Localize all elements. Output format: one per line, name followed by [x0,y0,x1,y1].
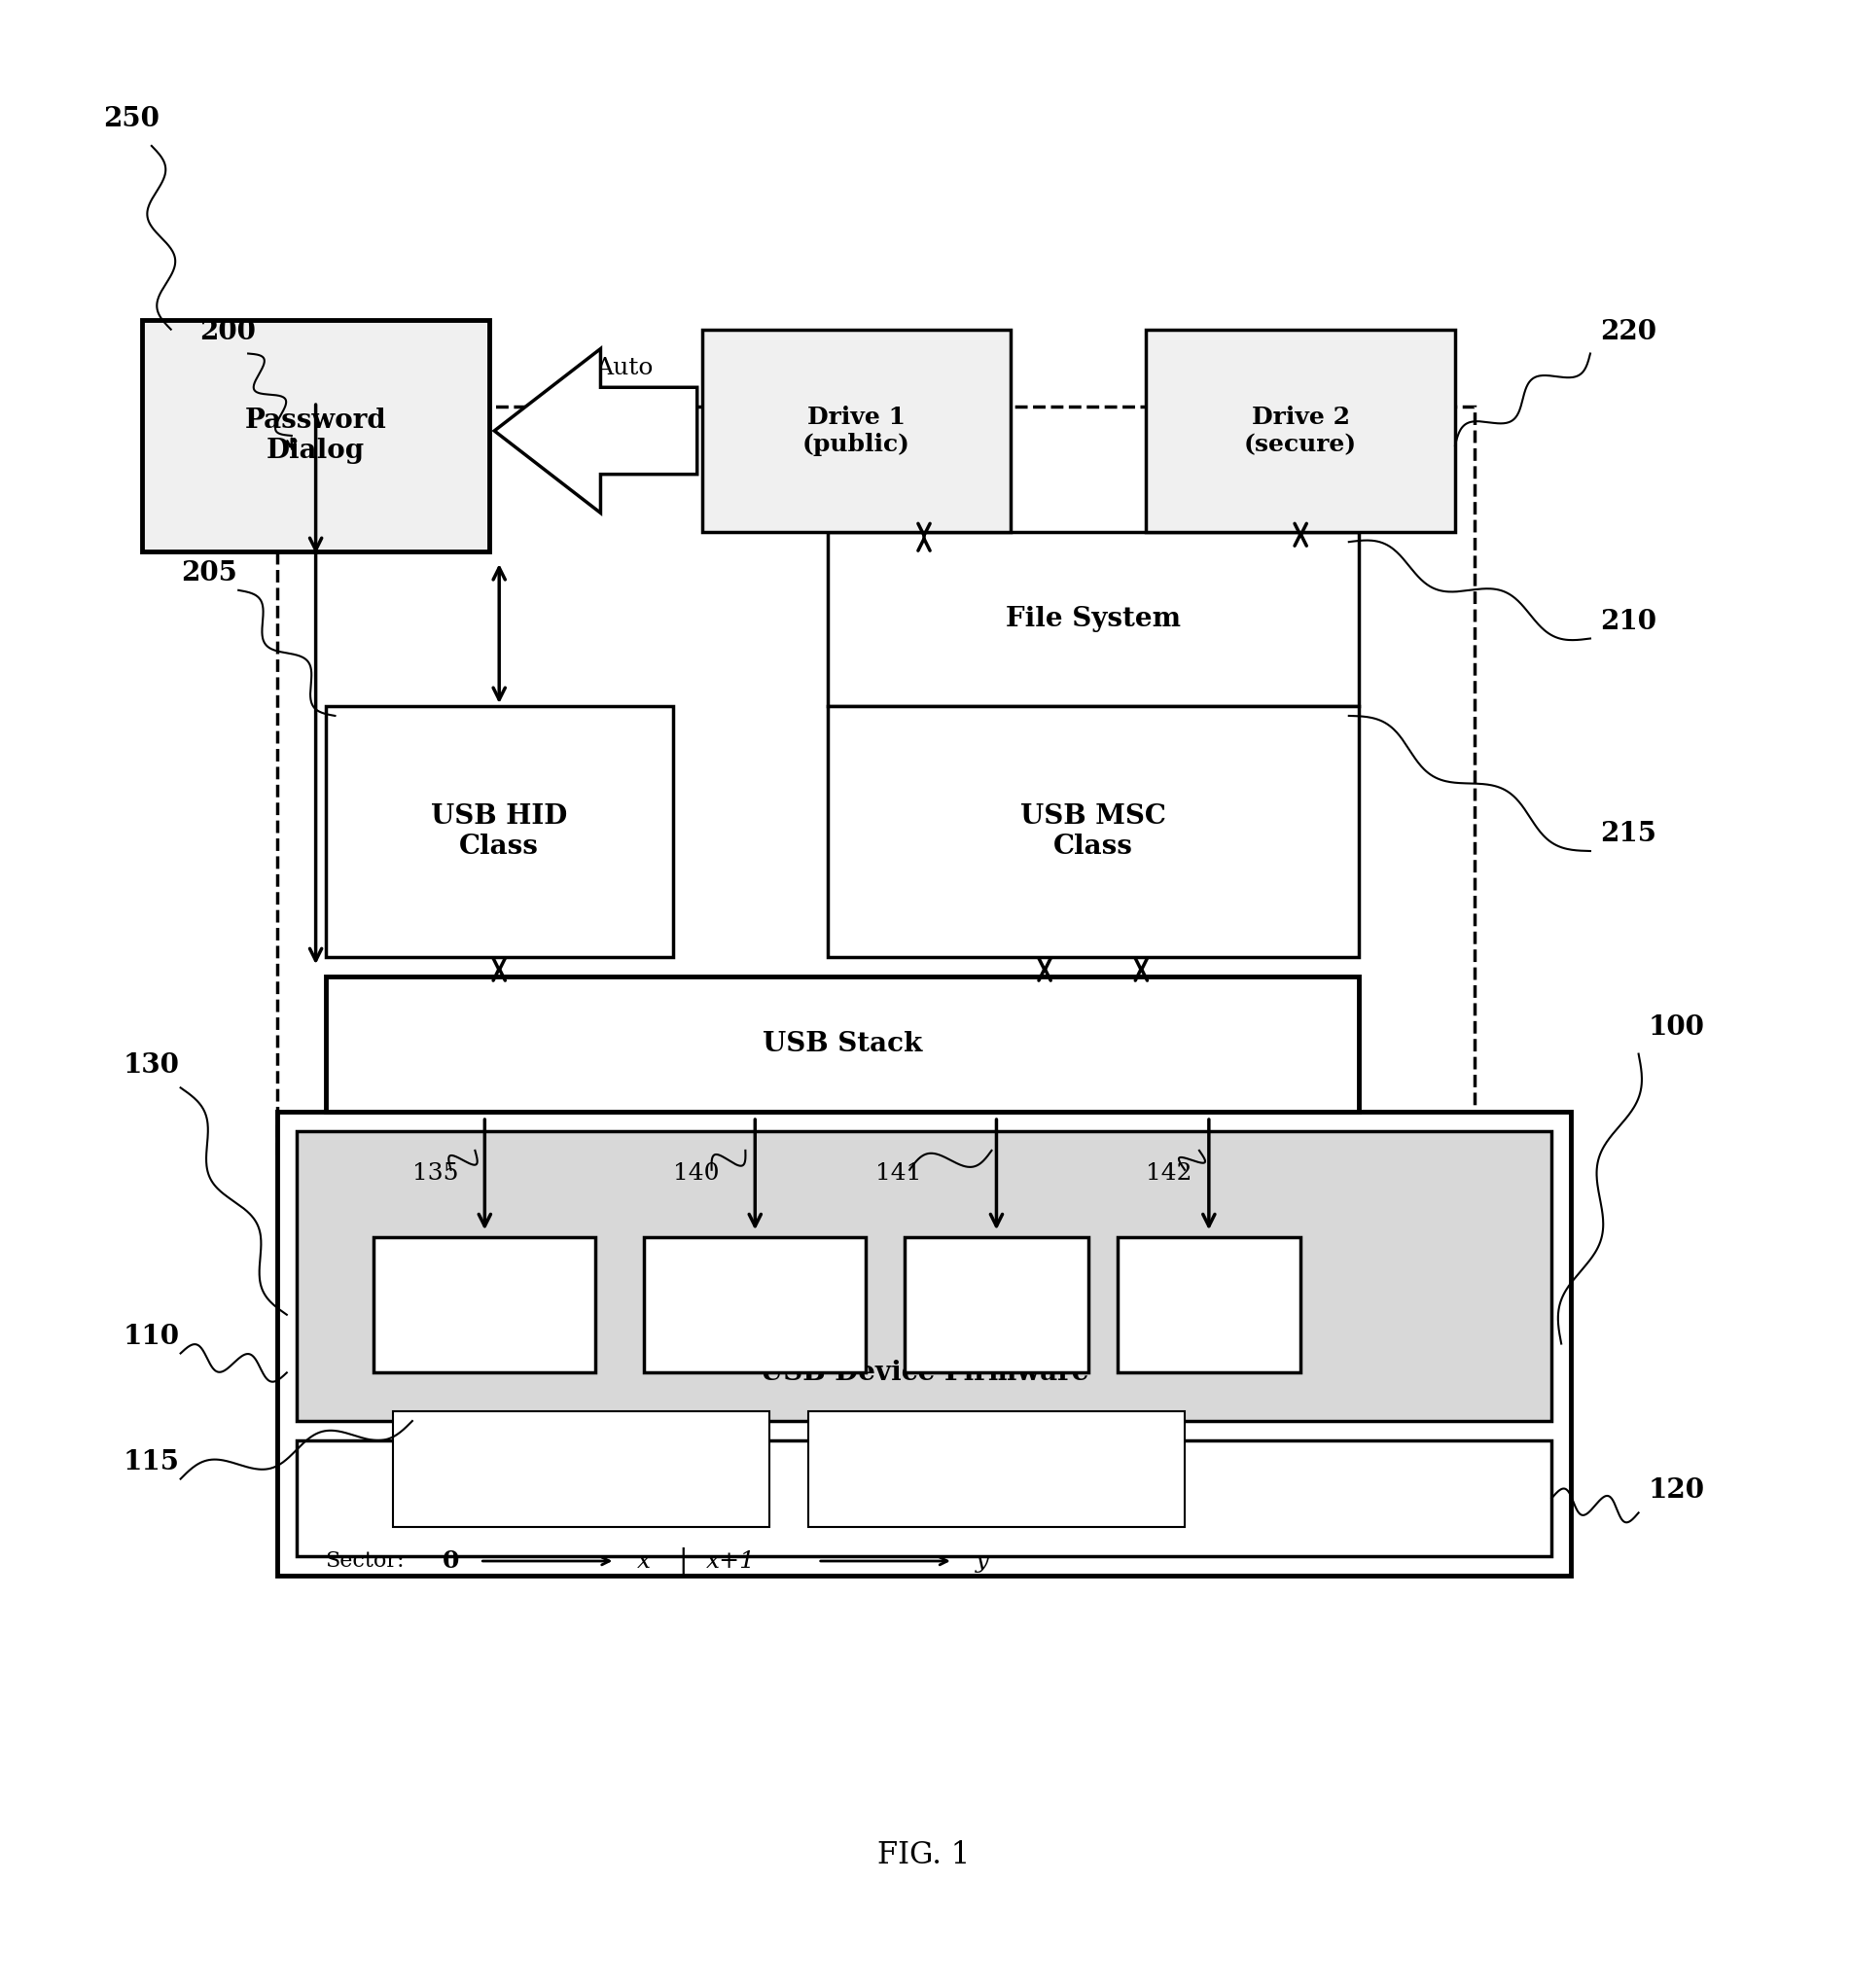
Text: 141: 141 [875,1161,921,1185]
Text: Password
Dialog: Password Dialog [244,408,387,463]
Text: 250: 250 [104,105,159,133]
FancyBboxPatch shape [374,1237,596,1372]
Text: 220: 220 [1600,318,1656,344]
Text: FIG. 1: FIG. 1 [877,1841,971,1871]
Text: USB HID
Class: USB HID Class [431,803,568,861]
Text: LUN2: LUN2 [1171,1294,1247,1316]
Polygon shape [494,348,697,513]
Text: 140: 140 [673,1161,720,1185]
FancyBboxPatch shape [701,330,1010,533]
FancyBboxPatch shape [1147,330,1456,533]
FancyBboxPatch shape [278,408,1474,1161]
Text: 120: 120 [1648,1477,1704,1505]
Text: Auto: Auto [596,358,653,380]
Text: HID: HID [457,1294,512,1316]
Text: 215: 215 [1600,821,1656,847]
Text: Drive 1
(public): Drive 1 (public) [803,406,910,455]
FancyBboxPatch shape [808,1411,1184,1527]
FancyBboxPatch shape [326,706,673,958]
Text: x: x [636,1551,651,1573]
FancyBboxPatch shape [296,1439,1552,1557]
Text: MSC: MSC [723,1294,786,1316]
Text: 200: 200 [200,318,255,344]
FancyBboxPatch shape [326,976,1358,1111]
Text: Storage Media: Storage Media [814,1465,1034,1493]
Text: 135: 135 [413,1161,459,1185]
Text: 100: 100 [1648,1014,1704,1040]
Text: USB MSC
Class: USB MSC Class [1019,803,1166,861]
FancyBboxPatch shape [296,1131,1552,1421]
Text: virtual LUN2
(secure): virtual LUN2 (secure) [934,1451,1058,1489]
Text: 115: 115 [122,1449,179,1475]
Text: 142: 142 [1147,1161,1191,1185]
Text: File System: File System [1005,606,1180,632]
Text: y: y [975,1551,990,1573]
Text: 210: 210 [1600,608,1656,634]
FancyBboxPatch shape [142,320,490,551]
Text: USB Device Firmware: USB Device Firmware [758,1360,1088,1386]
FancyBboxPatch shape [644,1237,866,1372]
Text: USB Stack: USB Stack [762,1032,921,1058]
Text: LUN1: LUN1 [958,1294,1034,1316]
FancyBboxPatch shape [827,533,1358,706]
FancyBboxPatch shape [905,1237,1088,1372]
FancyBboxPatch shape [1117,1237,1301,1372]
Text: |: | [677,1547,686,1574]
Text: Drive 2
(secure): Drive 2 (secure) [1245,406,1358,455]
Text: 110: 110 [122,1324,179,1350]
Text: virtual LUN1
(public): virtual LUN1 (public) [518,1451,644,1489]
Text: Launch: Launch [579,396,670,417]
Text: x+1: x+1 [707,1551,757,1573]
Text: 205: 205 [181,561,237,586]
Text: 0: 0 [442,1549,459,1573]
Text: Sector:: Sector: [326,1551,405,1573]
FancyBboxPatch shape [392,1411,770,1527]
Text: 130: 130 [122,1054,179,1079]
FancyBboxPatch shape [278,1111,1571,1576]
FancyBboxPatch shape [827,706,1358,958]
